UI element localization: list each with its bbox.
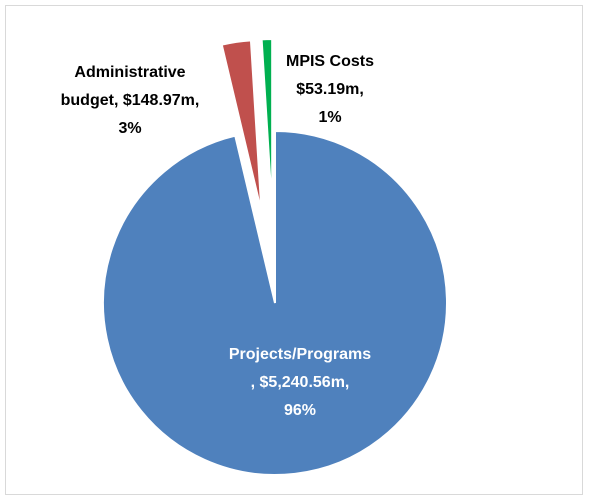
- data-label: MPIS Costs: [286, 53, 374, 70]
- share-label: 96%: [284, 402, 316, 419]
- data-label: budget, $148.97m,: [61, 92, 200, 109]
- share-label: 1%: [318, 109, 341, 126]
- share-label: 3%: [118, 120, 141, 137]
- separator: ,: [345, 374, 349, 391]
- separator: ,: [251, 374, 260, 391]
- pie-slice: [260, 38, 274, 212]
- separator: ,: [195, 92, 199, 109]
- pie-slice: [102, 129, 448, 476]
- value-label: $53.19m: [296, 81, 359, 98]
- data-label: Administrative: [74, 64, 185, 81]
- data-label: Administrative: [74, 64, 185, 81]
- data-label: $53.19m,: [296, 81, 364, 98]
- data-label: Projects/Programs: [229, 346, 371, 363]
- separator: ,: [359, 81, 363, 98]
- pie-slice: [220, 39, 263, 213]
- value-label: $5,240.56m: [260, 374, 345, 391]
- data-label: , $5,240.56m,: [251, 374, 350, 391]
- value-label: $148.97m: [123, 92, 195, 109]
